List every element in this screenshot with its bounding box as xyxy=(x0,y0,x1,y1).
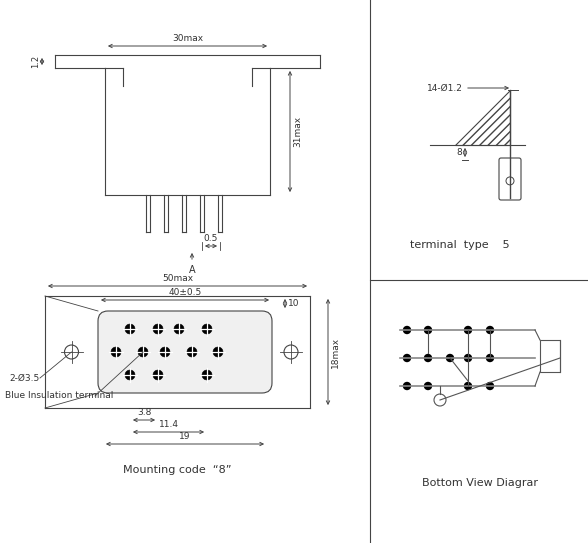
Text: Blue Insulation terminal: Blue Insulation terminal xyxy=(5,392,113,401)
Circle shape xyxy=(125,370,135,380)
Text: 50max: 50max xyxy=(162,274,193,283)
Circle shape xyxy=(202,370,212,380)
Circle shape xyxy=(486,382,493,389)
Circle shape xyxy=(446,355,453,362)
Text: 11.4: 11.4 xyxy=(159,420,179,429)
Text: terminal  type    5: terminal type 5 xyxy=(410,240,510,250)
Text: 30max: 30max xyxy=(172,34,203,43)
Circle shape xyxy=(425,326,432,333)
Text: 3.8: 3.8 xyxy=(137,408,151,417)
Circle shape xyxy=(202,324,212,334)
Circle shape xyxy=(486,355,493,362)
Text: Bottom View Diagrar: Bottom View Diagrar xyxy=(422,478,538,488)
Bar xyxy=(540,340,560,372)
Circle shape xyxy=(465,355,472,362)
Text: Mounting code  “8”: Mounting code “8” xyxy=(123,465,232,475)
Text: A: A xyxy=(189,265,195,275)
Text: 0.5: 0.5 xyxy=(204,234,218,243)
Circle shape xyxy=(187,347,197,357)
Circle shape xyxy=(153,370,163,380)
Text: 40±0.5: 40±0.5 xyxy=(168,288,202,297)
Circle shape xyxy=(138,347,148,357)
Text: 14-Ø1.2: 14-Ø1.2 xyxy=(427,84,463,92)
Text: 1.2: 1.2 xyxy=(31,55,40,68)
Circle shape xyxy=(403,326,410,333)
Circle shape xyxy=(403,382,410,389)
Text: 31max: 31max xyxy=(293,116,302,147)
Circle shape xyxy=(125,324,135,334)
Circle shape xyxy=(160,347,170,357)
Circle shape xyxy=(425,355,432,362)
Circle shape xyxy=(465,382,472,389)
Circle shape xyxy=(465,326,472,333)
Text: 10: 10 xyxy=(288,299,299,308)
Circle shape xyxy=(403,355,410,362)
Circle shape xyxy=(174,324,184,334)
Circle shape xyxy=(111,347,121,357)
Text: 18max: 18max xyxy=(331,337,340,368)
FancyBboxPatch shape xyxy=(98,311,272,393)
Polygon shape xyxy=(455,90,510,145)
Text: 8: 8 xyxy=(456,148,462,157)
Circle shape xyxy=(153,324,163,334)
Text: 2-Ø3.5: 2-Ø3.5 xyxy=(10,374,40,382)
Text: 19: 19 xyxy=(179,432,191,441)
Circle shape xyxy=(425,382,432,389)
Circle shape xyxy=(486,326,493,333)
Circle shape xyxy=(213,347,223,357)
